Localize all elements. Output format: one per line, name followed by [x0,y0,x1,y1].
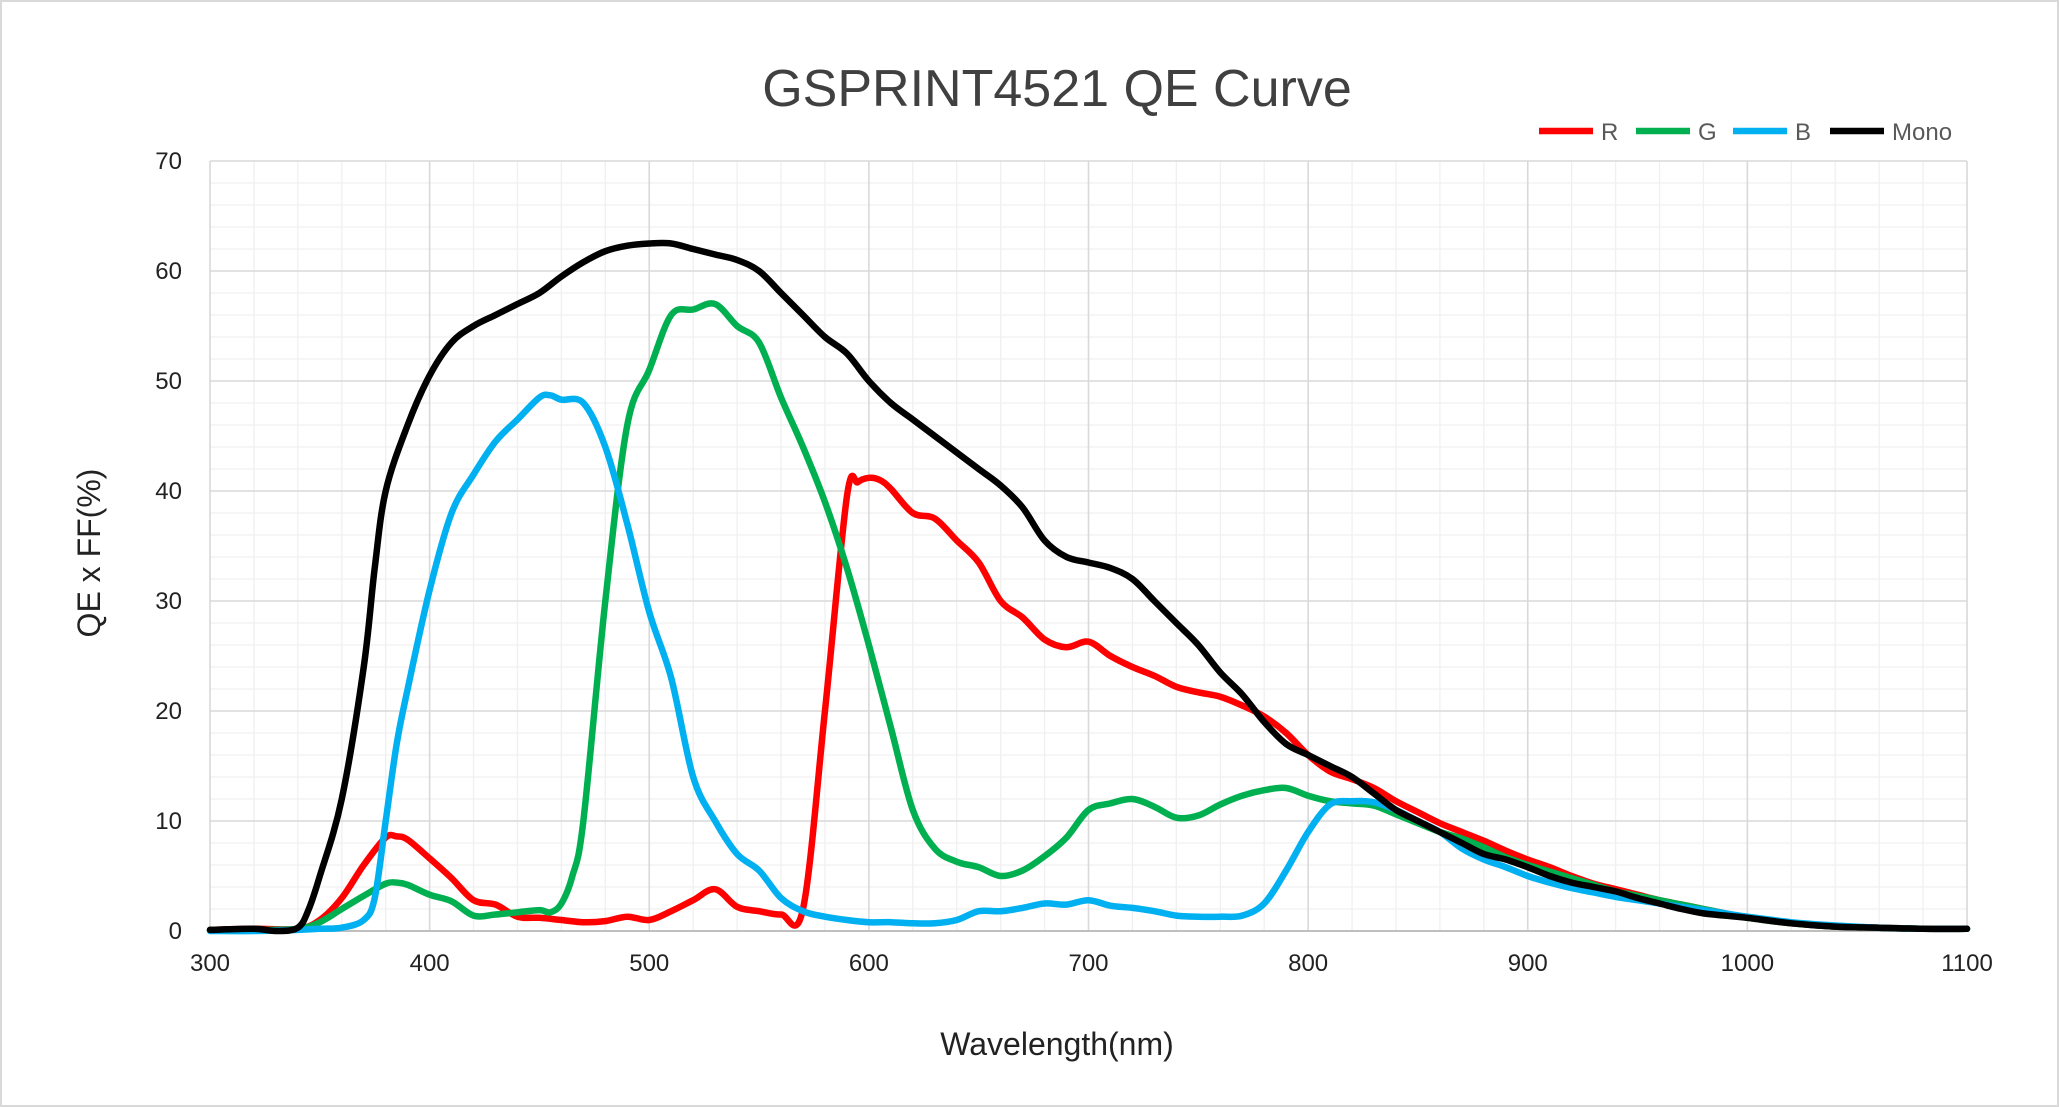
legend-label-g: G [1698,119,1717,146]
legend-label-r: R [1601,119,1618,146]
y-axis-title: QE x FF(%) [71,469,107,638]
series-line-mono [206,239,1971,935]
x-tick-label: 1000 [1721,950,1774,977]
chart-title: GSPRINT4521 QE Curve [762,60,1352,118]
legend-label-b: B [1795,119,1811,146]
x-axis-title: Wavelength(nm) [940,1026,1174,1062]
x-tick-label: 900 [1508,950,1548,977]
x-tick-label: 800 [1288,950,1328,977]
y-tick-label: 60 [155,258,182,285]
x-tick-label: 400 [410,950,450,977]
y-tick-label: 70 [155,148,182,175]
axes: 300 400 500 600 700 800 900 1000 1100 0 10 20 30 40 50… [155,148,1993,977]
y-tick-label: 0 [169,918,182,945]
y-tick-label: 10 [155,808,182,835]
y-tick-label: 30 [155,588,182,615]
y-tick-label: 50 [155,368,182,395]
series-line-g [206,300,1971,934]
grid [209,160,1968,932]
legend-label-mono: Mono [1892,119,1952,146]
series-line-b [206,391,1971,935]
y-tick-label: 20 [155,698,182,725]
legend: R G B Mono [1539,119,1952,146]
x-tick-label: 600 [849,950,889,977]
x-tick-label: 300 [190,950,230,977]
x-tick-label: 1100 [1941,950,1993,977]
series-lines [206,239,1971,935]
y-tick-label: 40 [155,478,182,505]
x-tick-label: 700 [1068,950,1108,977]
x-tick-label: 500 [629,950,669,977]
